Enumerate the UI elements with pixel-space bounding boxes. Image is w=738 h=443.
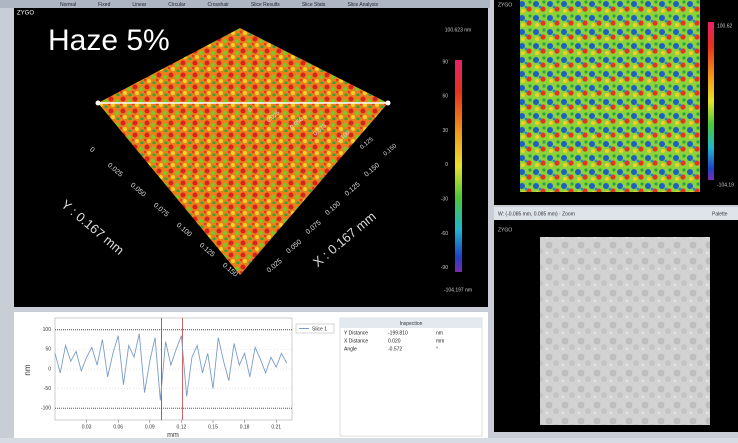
toolbar-item[interactable]: Fixed: [98, 2, 110, 8]
x-tick-label: 0.09: [145, 424, 155, 430]
toolbar-item[interactable]: Slice Analysis: [347, 2, 378, 8]
intensity-image: [540, 237, 710, 425]
colorbar-tick: -90: [441, 265, 448, 271]
page: ZYGO Haze 5% Y : 0.167 mm X : 0.167 mm 1…: [0, 0, 738, 438]
status-text: Palette: [712, 211, 728, 217]
colorbar: [455, 60, 462, 272]
screen: ZYGO Haze 5% Y : 0.167 mm X : 0.167 mm 1…: [0, 0, 738, 438]
toolbar-item[interactable]: Slice Stats: [302, 2, 326, 8]
status-text: W: (-0.085 mm, 0.085 mm) · Zoom: [498, 211, 575, 217]
x-tick-label: 0.21: [271, 424, 281, 430]
colorbar-tick: 60: [442, 94, 448, 100]
toolbar-item[interactable]: Crosshair: [208, 2, 230, 8]
colorbar-tick: -60: [441, 231, 448, 237]
colorbar-min: -104.197 nm: [444, 287, 472, 293]
colorbar-max: 100.623 nm: [445, 27, 471, 33]
table-cell: X Distance: [344, 338, 368, 344]
y-axis-label: nm: [23, 364, 32, 375]
table-cell: mm: [436, 338, 444, 344]
y-tick-label: -100: [41, 406, 51, 412]
table-cell: -199.810: [388, 330, 408, 336]
toolbar-item[interactable]: Linear: [132, 2, 146, 8]
table-cell: Y Distance: [344, 330, 368, 336]
table-cell: Angle: [344, 346, 357, 352]
slice-end: [386, 101, 391, 106]
surface-map: [520, 0, 700, 192]
logo: ZYGO: [498, 227, 512, 233]
x-axis-label: mm: [167, 432, 179, 438]
toolbar-item[interactable]: Circular: [168, 2, 186, 8]
colorbar-tick: 30: [442, 128, 448, 134]
table-cell: 0.020: [388, 338, 401, 344]
colorbar-min: -104.19: [717, 182, 734, 188]
y-tick-label: 50: [45, 347, 51, 353]
toolbar-item[interactable]: Slice Results: [251, 2, 280, 8]
y-tick-label: 100: [43, 327, 52, 333]
logo: ZYGO: [498, 2, 512, 8]
table-cell: -0.572: [388, 346, 402, 352]
colorbar-tick: -30: [441, 197, 448, 203]
table-cell: nm: [436, 330, 443, 336]
overlay-label: Haze 5%: [48, 24, 170, 57]
colorbar-max: 100.62: [717, 23, 733, 29]
table-title: Inspection: [400, 321, 423, 327]
legend-label: Slice 1: [312, 326, 327, 332]
colorbar-tick: 90: [442, 59, 448, 65]
x-tick-label: 0.06: [113, 424, 123, 430]
colorbar: [708, 22, 714, 180]
logo: ZYGO: [17, 11, 34, 17]
toolbar-item[interactable]: Normal: [60, 2, 76, 8]
slice-end: [96, 101, 101, 106]
x-tick-label: 0.12: [177, 424, 187, 430]
table-cell: °: [436, 346, 438, 352]
x-tick-label: 0.03: [82, 424, 92, 430]
y-tick-label: 0: [48, 366, 51, 372]
colorbar-tick: 0: [445, 162, 448, 168]
x-tick-label: 0.15: [208, 424, 218, 430]
y-tick-label: -50: [44, 386, 51, 392]
x-tick-label: 0.18: [240, 424, 250, 430]
